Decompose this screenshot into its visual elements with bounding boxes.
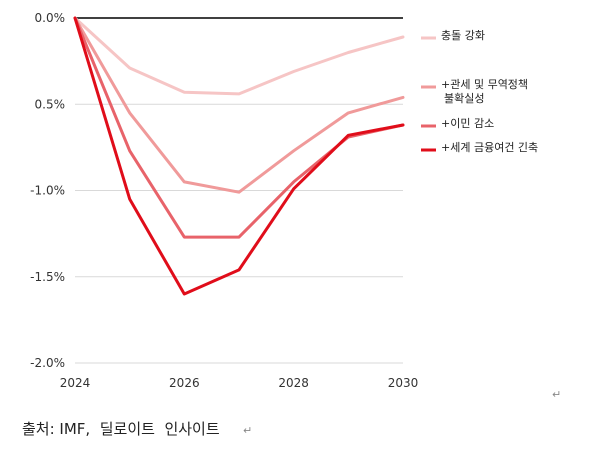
y-tick-label: -1.5% <box>30 270 65 284</box>
legend-label-2: +관세 및 무역정책 <box>441 78 528 91</box>
line-chart: 0.0% 0.5% -1.0% -1.5% -2.0% 2024 2026 2028 2030… <box>30 11 538 390</box>
y-tick-label: -1.0% <box>30 184 65 198</box>
legend-label-1: 충돌 강화 <box>441 29 485 42</box>
y-tick-label: 0.0% <box>35 11 66 25</box>
x-tick-label: 2026 <box>169 376 200 390</box>
x-tick-label: 2024 <box>60 376 91 390</box>
legend-label-2: 불확실성 <box>444 92 484 105</box>
series-line-4 <box>73 16 405 296</box>
x-axis-tick-labels: 2024 2026 2028 2030 <box>60 376 419 390</box>
series-line-1 <box>73 16 405 96</box>
series-line-2 <box>73 16 405 194</box>
legend-label-3: +이민 감소 <box>441 117 494 130</box>
y-axis-tick-labels: 0.0% 0.5% -1.0% -1.5% -2.0% <box>30 11 65 370</box>
series-lines <box>73 16 405 296</box>
x-tick-label: 2028 <box>278 376 309 390</box>
source-caption: 출처: IMF, 딜로이트 인사이트 <box>22 420 220 438</box>
paragraph-mark: ↵ <box>243 424 253 437</box>
y-tick-label: 0.5% <box>35 97 66 111</box>
legend-label-4: +세계 금융여건 긴축 <box>441 141 538 154</box>
x-tick-label: 2030 <box>388 376 419 390</box>
y-tick-label: -2.0% <box>30 356 65 370</box>
paragraph-mark: ↵ <box>552 388 562 401</box>
